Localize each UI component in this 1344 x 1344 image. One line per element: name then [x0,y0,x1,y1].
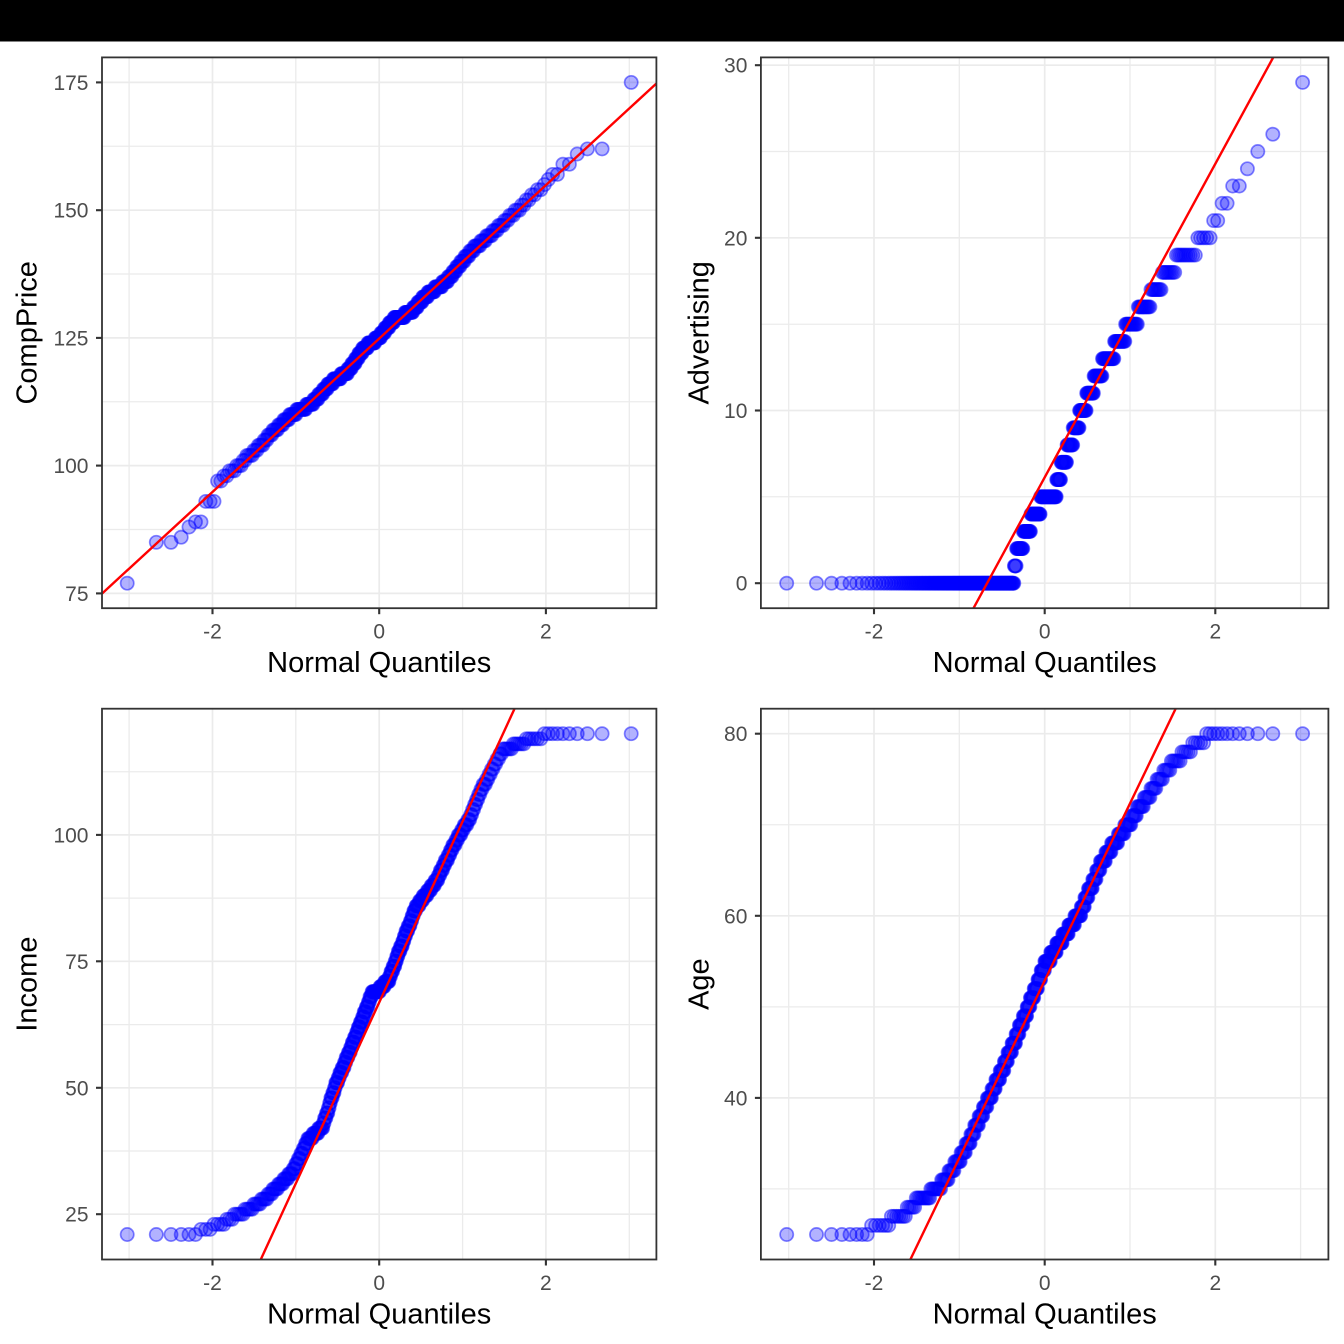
svg-text:-2: -2 [203,1272,222,1295]
svg-text:75: 75 [65,583,88,606]
svg-text:Normal Quantiles: Normal Quantiles [933,1299,1157,1331]
svg-text:-2: -2 [203,621,222,644]
svg-text:-2: -2 [865,1272,884,1295]
svg-text:Income: Income [12,937,44,1032]
svg-text:2: 2 [1209,621,1221,644]
svg-text:2: 2 [1209,1272,1221,1295]
svg-text:175: 175 [53,72,88,95]
svg-text:0: 0 [1039,1272,1051,1295]
svg-text:30: 30 [724,55,747,78]
svg-text:CompPrice: CompPrice [12,261,44,404]
svg-text:Normal Quantiles: Normal Quantiles [267,1299,491,1331]
svg-text:0: 0 [736,573,748,596]
svg-text:2: 2 [540,1272,552,1295]
svg-text:40: 40 [724,1087,747,1110]
svg-text:-2: -2 [865,621,884,644]
svg-text:25: 25 [65,1204,88,1227]
svg-text:75: 75 [65,951,88,974]
svg-text:20: 20 [724,227,747,250]
svg-text:Normal Quantiles: Normal Quantiles [933,647,1157,679]
svg-text:Age: Age [684,958,716,1010]
svg-text:2: 2 [540,621,552,644]
svg-text:Advertising: Advertising [684,261,716,404]
svg-text:150: 150 [53,200,88,223]
svg-text:60: 60 [724,905,747,928]
svg-text:80: 80 [724,723,747,746]
svg-text:100: 100 [53,455,88,478]
svg-text:100: 100 [53,824,88,847]
svg-text:10: 10 [724,400,747,423]
svg-text:50: 50 [65,1077,88,1100]
svg-text:Normal Quantiles: Normal Quantiles [267,647,491,679]
svg-text:0: 0 [373,1272,385,1295]
svg-text:0: 0 [373,621,385,644]
svg-text:125: 125 [53,327,88,350]
svg-text:0: 0 [1039,621,1051,644]
